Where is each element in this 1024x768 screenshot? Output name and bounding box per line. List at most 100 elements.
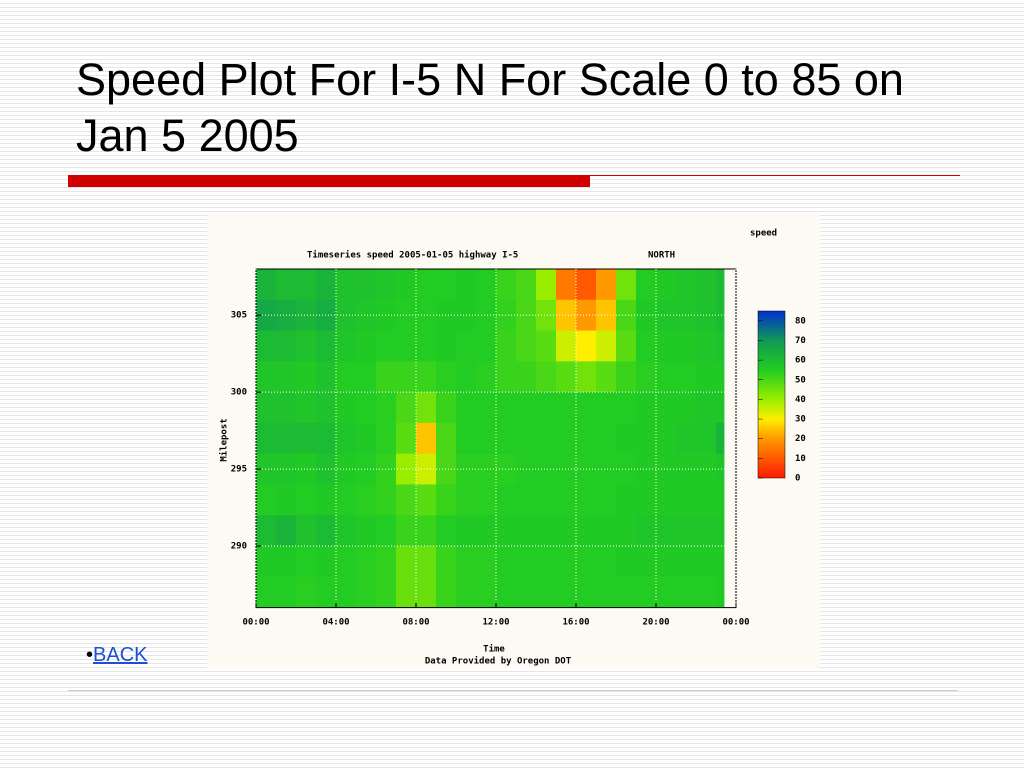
heat-cell <box>316 484 337 516</box>
heat-cell <box>676 546 697 578</box>
heat-cell <box>556 515 577 547</box>
heat-cell <box>656 299 677 331</box>
heat-cell <box>536 453 557 485</box>
heat-cell <box>456 546 477 578</box>
heat-cell <box>316 515 337 547</box>
heat-cell <box>636 515 657 547</box>
slide-title: Speed Plot For I-5 N For Scale 0 to 85 o… <box>76 54 904 161</box>
heat-cell <box>676 330 697 362</box>
heat-cell <box>436 299 457 331</box>
colorbar-tick-label: 40 <box>795 395 806 405</box>
heat-cell <box>576 269 597 301</box>
heat-cell <box>496 330 517 362</box>
heat-cell <box>596 269 617 301</box>
heat-cell <box>536 576 557 608</box>
heat-cell <box>396 484 417 516</box>
heat-cell <box>456 269 477 301</box>
heat-cell <box>416 330 437 362</box>
heat-cell <box>636 484 657 516</box>
heat-cell <box>676 484 697 516</box>
heat-cell <box>516 361 537 393</box>
heat-cell <box>416 576 437 608</box>
heat-cell <box>256 330 277 362</box>
heat-cell <box>716 484 725 516</box>
heat-cell <box>396 330 417 362</box>
heat-cell <box>476 484 497 516</box>
colorbar-tick-label: 20 <box>795 434 806 444</box>
heat-cell <box>716 515 725 547</box>
heat-cell <box>256 269 277 301</box>
heat-cell <box>696 361 717 393</box>
heat-cell <box>556 330 577 362</box>
heat-cell <box>356 330 377 362</box>
heat-cell <box>596 422 617 455</box>
heat-cell <box>436 484 457 516</box>
heat-cell <box>276 269 297 301</box>
heat-cell <box>416 422 437 455</box>
heat-cell <box>716 361 725 393</box>
heat-cell <box>296 515 317 547</box>
heat-cell <box>716 392 725 424</box>
heat-cell <box>436 576 457 608</box>
heat-cell <box>656 392 677 424</box>
heat-cell <box>696 546 717 578</box>
heat-cell <box>696 484 717 516</box>
heat-cell <box>536 330 557 362</box>
heat-cell <box>376 484 397 516</box>
heat-cell <box>596 330 617 362</box>
heat-cell <box>276 484 297 516</box>
heat-cell <box>696 392 717 424</box>
heat-cell <box>356 392 377 424</box>
heat-cell <box>496 422 517 455</box>
heat-cell <box>316 546 337 578</box>
heat-cell <box>316 392 337 424</box>
heat-cell <box>616 361 637 393</box>
heat-cell <box>716 330 725 362</box>
heat-cell <box>636 330 657 362</box>
heat-cell <box>636 361 657 393</box>
x-tick-label: 12:00 <box>482 618 509 628</box>
heat-cell <box>556 361 577 393</box>
heat-cell <box>276 546 297 578</box>
heat-cell <box>256 361 277 393</box>
heat-cell <box>496 484 517 516</box>
heat-cell <box>296 453 317 485</box>
heat-cell <box>356 546 377 578</box>
heat-cell <box>516 422 537 455</box>
heat-cell <box>276 330 297 362</box>
heat-cell <box>256 453 277 485</box>
heat-cell <box>376 299 397 331</box>
heat-cell <box>456 484 477 516</box>
heat-cell <box>336 546 357 578</box>
heat-cell <box>396 269 417 301</box>
heat-cell <box>656 546 677 578</box>
heat-cell <box>436 392 457 424</box>
heat-cell <box>476 515 497 547</box>
heat-cell <box>356 576 377 608</box>
heat-cell <box>476 392 497 424</box>
heat-cell <box>576 361 597 393</box>
heat-cell <box>676 361 697 393</box>
heat-cell <box>636 392 657 424</box>
heat-cell <box>516 515 537 547</box>
heat-cell <box>316 576 337 608</box>
heat-cell <box>536 546 557 578</box>
heat-cell <box>396 392 417 424</box>
heat-cell <box>476 453 497 485</box>
heat-cell <box>276 576 297 608</box>
heat-cell <box>476 546 497 578</box>
back-link[interactable]: BACK <box>93 644 148 666</box>
colorbar-tick-label: 60 <box>795 356 806 366</box>
heat-cell <box>316 422 337 455</box>
heat-cell <box>256 546 277 578</box>
heat-cell <box>556 453 577 485</box>
heat-cell <box>716 546 725 578</box>
heat-cell <box>636 576 657 608</box>
heat-cell <box>616 392 637 424</box>
heat-cell <box>496 392 517 424</box>
heat-cell <box>456 392 477 424</box>
heat-cell <box>396 515 417 547</box>
heat-cell <box>596 453 617 485</box>
heat-cell <box>376 515 397 547</box>
